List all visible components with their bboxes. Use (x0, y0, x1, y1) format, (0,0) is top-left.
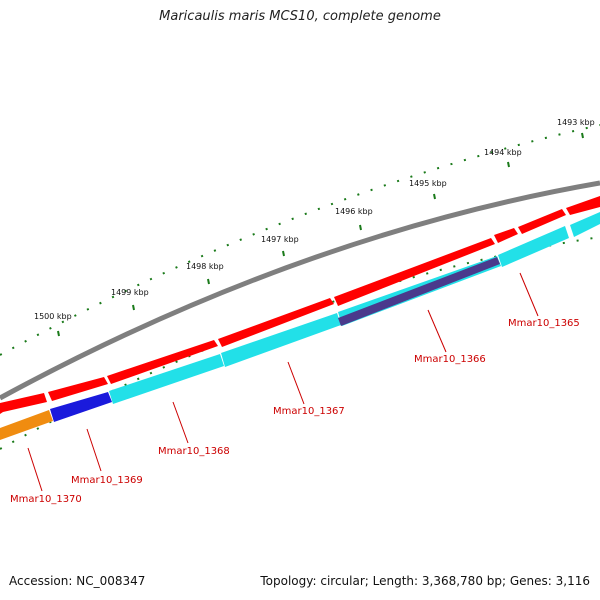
scale-tick (207, 278, 210, 285)
gene-arrow (218, 298, 334, 347)
feature-cyan (570, 212, 600, 237)
scale-label: 1494 kbp (484, 148, 522, 157)
scale-label: 1496 kbp (335, 207, 373, 216)
accession-text: Accession: NC_008347 (9, 574, 146, 588)
gene-arrow (48, 377, 108, 401)
scale-label: 1500 kbp (34, 312, 72, 321)
scale-tick (433, 193, 436, 200)
feature-orange (0, 410, 53, 440)
scale-ticks (57, 132, 584, 337)
scale-tick (507, 161, 510, 168)
feature-cyan (109, 354, 224, 404)
gene-label-mmar10-1368: Mmar10_1368 (158, 446, 230, 457)
genome-backbone (0, 180, 600, 401)
gene-arrow (0, 393, 47, 414)
topology-text: Topology: circular; Length: 3,368,780 bp… (260, 574, 590, 588)
scale-tick (57, 330, 60, 337)
scale-label: 1498 kbp (186, 262, 224, 271)
scale-dots-inner (0, 236, 600, 450)
scale-label: 1495 kbp (409, 179, 447, 188)
leader-line (427, 309, 447, 353)
gene-label-mmar10-1370: Mmar10_1370 (10, 494, 82, 505)
leader-line (27, 447, 43, 492)
gene-arrow (494, 228, 518, 243)
gene-label-mmar10-1367: Mmar10_1367 (273, 406, 345, 417)
scale-label: 1493 kbp (557, 118, 595, 127)
scale-tick (359, 224, 362, 231)
feature-navy (338, 257, 500, 326)
leader-line (287, 361, 305, 405)
feature-blue (50, 392, 112, 422)
gene-arrow (566, 196, 600, 215)
gene-arrow (334, 238, 495, 306)
feature-cyan (221, 313, 341, 367)
feature-track (0, 212, 600, 440)
scale-label: 1497 kbp (261, 235, 299, 244)
scale-tick (581, 132, 584, 139)
gene-label-mmar10-1365: Mmar10_1365 (508, 318, 580, 329)
scale-tick (282, 250, 285, 257)
feature-cyan (498, 226, 569, 267)
gene-label-mmar10-1369: Mmar10_1369 (71, 475, 143, 486)
gene-label-mmar10-1366: Mmar10_1366 (414, 354, 486, 365)
gene-arrow (107, 340, 218, 384)
leader-line (519, 272, 539, 317)
scale-label: 1499 kbp (111, 288, 149, 297)
forward-genes (0, 196, 600, 414)
leader-line (172, 401, 189, 444)
scale-tick (132, 304, 135, 311)
gene-leader-lines (27, 272, 539, 492)
gene-arrow (518, 209, 566, 234)
page-title: Maricaulis maris MCS10, complete genome (159, 9, 441, 24)
leader-line (86, 428, 102, 472)
